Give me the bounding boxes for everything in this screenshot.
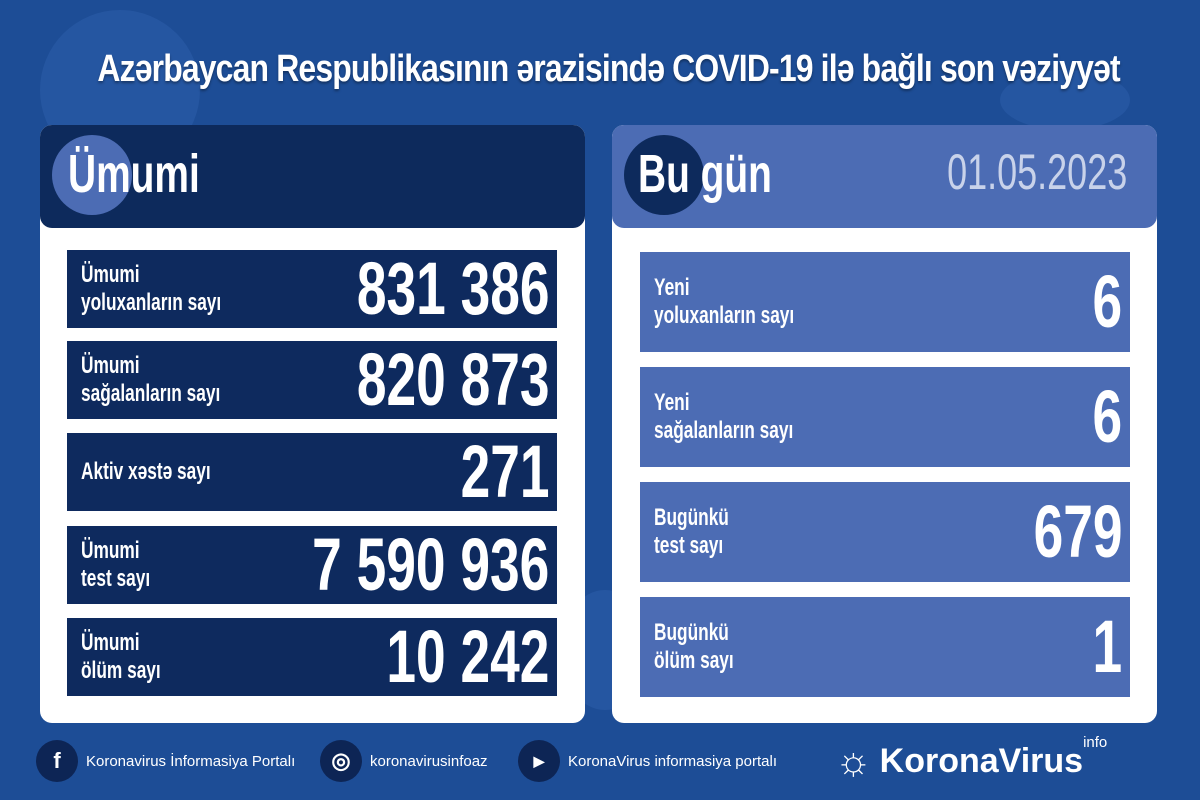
- virus-icon: [624, 135, 704, 215]
- koronavirus-logo: ☼ KoronaVirus info: [835, 734, 1107, 784]
- stat-label: Bugünkü ölüm sayı: [654, 619, 734, 674]
- stat-value: 1: [1092, 605, 1122, 688]
- facebook-label: Koronavirus İnformasiya Portalı: [86, 752, 296, 770]
- logo-sup: info: [1083, 734, 1108, 751]
- today-stat-row: Yeni yoluxanların sayı 6: [640, 252, 1130, 352]
- facebook-link[interactable]: f Koronavirus İnformasiya Portalı: [36, 738, 295, 784]
- stat-value: 820 873: [356, 338, 549, 421]
- facebook-icon: f: [36, 740, 78, 782]
- today-date: 01.05.2023: [946, 144, 1127, 200]
- total-stat-row: Ümumi test sayı 7 590 936: [67, 526, 557, 604]
- stat-label: Bugünkü test sayı: [654, 504, 729, 559]
- stat-value: 7 590 936: [311, 523, 549, 606]
- youtube-icon: ▶: [518, 740, 560, 782]
- logo-text: KoronaVirus: [879, 741, 1084, 780]
- youtube-label: KoronaVirus informasiya portalı: [568, 752, 777, 770]
- stat-label: Yeni yoluxanların sayı: [654, 274, 795, 329]
- today-stat-row: Bugünkü ölüm sayı 1: [640, 597, 1130, 697]
- stat-label: Yeni sağalanların sayı: [654, 389, 794, 444]
- stat-value: 831 386: [356, 247, 549, 330]
- stat-label: Ümumi sağalanların sayı: [81, 352, 221, 407]
- page-title: Azərbaycan Respublikasının ərazisində CO…: [97, 48, 1120, 90]
- instagram-link[interactable]: ◎ koronavirusinfoaz: [320, 738, 488, 784]
- total-header: Ümumi: [40, 125, 585, 228]
- stat-label: Ümumi test sayı: [81, 537, 151, 592]
- instagram-label: koronavirusinfoaz: [370, 752, 488, 770]
- stat-value: 679: [1033, 490, 1122, 573]
- total-heading: Ümumi: [68, 144, 200, 204]
- today-header: Bu gün 01.05.2023: [612, 125, 1157, 228]
- sun-virus-icon: ☼: [835, 738, 872, 783]
- total-stat-row: Ümumi yoluxanların sayı 831 386: [67, 250, 557, 328]
- total-stat-row: Ümumi ölüm sayı 10 242: [67, 618, 557, 696]
- today-stat-row: Yeni sağalanların sayı 6: [640, 367, 1130, 467]
- stat-value: 271: [460, 430, 549, 513]
- today-stat-row: Bugünkü test sayı 679: [640, 482, 1130, 582]
- total-stat-row: Aktiv xəstə sayı 271: [67, 433, 557, 511]
- stat-value: 6: [1092, 260, 1122, 343]
- stat-value: 10 242: [386, 615, 549, 698]
- stat-label: Ümumi yoluxanların sayı: [81, 261, 222, 316]
- stat-label: Ümumi ölüm sayı: [81, 629, 161, 684]
- today-heading: Bu gün: [638, 144, 772, 204]
- stat-label: Aktiv xəstə sayı: [81, 458, 211, 485]
- total-stat-row: Ümumi sağalanların sayı 820 873: [67, 341, 557, 419]
- instagram-icon: ◎: [320, 740, 362, 782]
- youtube-link[interactable]: ▶ KoronaVirus informasiya portalı: [518, 738, 777, 784]
- virus-icon: [52, 135, 132, 215]
- virus-decoration-icon: [1000, 70, 1130, 130]
- stat-value: 6: [1092, 375, 1122, 458]
